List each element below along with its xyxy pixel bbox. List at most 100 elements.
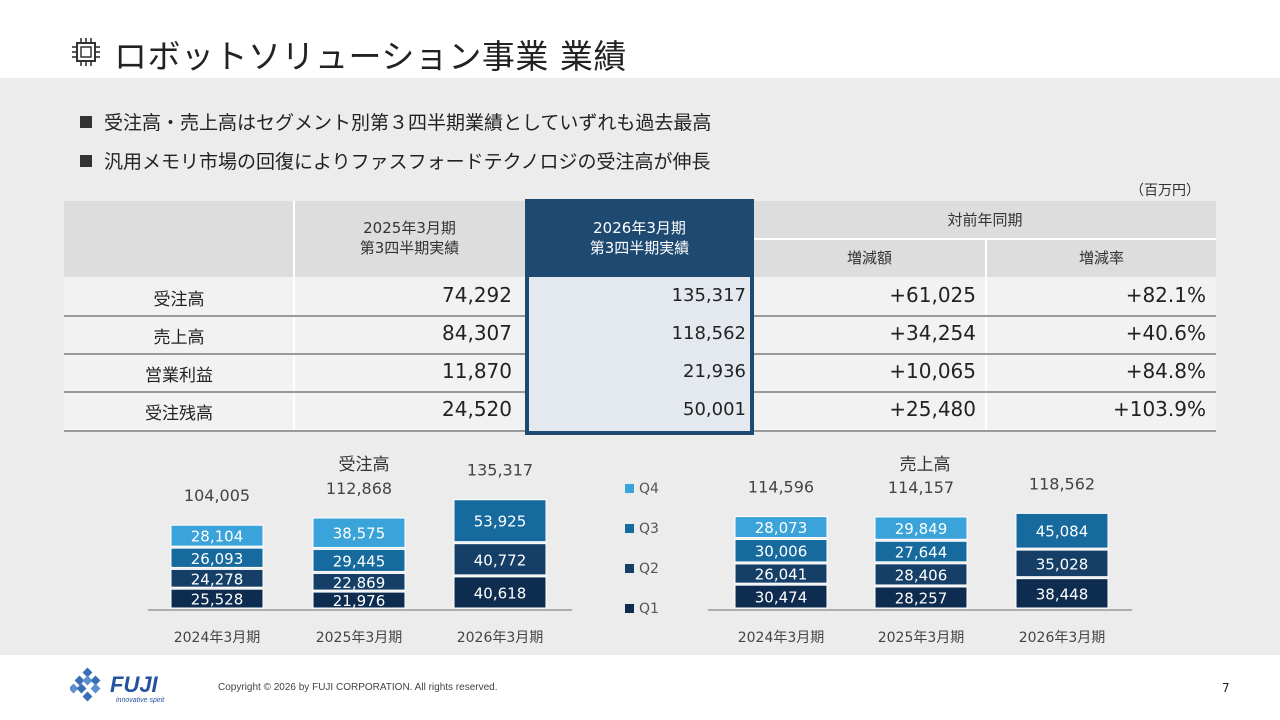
bar-segment-q2 [312, 572, 406, 591]
page-number: 7 [1222, 681, 1230, 695]
unit-label: （百万円） [1130, 183, 1200, 199]
bar-segment-q1 [1015, 578, 1109, 609]
bar-segment-q3 [453, 499, 547, 543]
cell-prev: 74,292 [442, 283, 512, 307]
bar-segment-q3 [874, 540, 968, 563]
bar-value-label: 22,869 [333, 574, 386, 592]
cell-change: +61,025 [889, 283, 976, 307]
legend-label: Q3 [639, 521, 659, 537]
chart-title: 受注高 [339, 455, 390, 475]
legend-swatch-q4 [625, 484, 634, 493]
bar-value-label: 28,406 [895, 566, 948, 584]
bar-value-label: 28,104 [191, 528, 244, 546]
cell-rate: +40.6% [1125, 321, 1206, 345]
table-divider [754, 238, 1216, 240]
bar-value-label: 45,084 [1036, 523, 1089, 541]
column-header-yoy: 対前年同期 [947, 211, 1023, 229]
bar-segment-q4 [734, 516, 828, 538]
bar-value-label: 35,028 [1036, 555, 1089, 573]
bar-value-label: 28,073 [755, 519, 808, 537]
bar-segment-q2 [1015, 549, 1109, 578]
chip-icon [72, 38, 100, 66]
legend-label: Q2 [639, 561, 659, 577]
cell-prev: 84,307 [442, 321, 512, 345]
bar-segment-q2 [734, 563, 828, 584]
copyright-text: Copyright © 2026 by FUJI CORPORATION. Al… [218, 682, 498, 693]
x-tick-label: 2024年3月期 [174, 630, 261, 646]
bar-total-label: 112,868 [326, 479, 392, 498]
column-header-prev: 2025年3月期 第3四半期実績 [359, 219, 460, 257]
bar-segment-q2 [170, 568, 264, 588]
column-header-curr: 2026年3月期 第3四半期実績 [589, 219, 690, 257]
column-header-rate: 増減率 [1078, 249, 1124, 267]
cell-curr: 21,936 [683, 361, 746, 382]
cell-rate: +103.9% [1112, 397, 1206, 421]
bar-value-label: 38,448 [1036, 585, 1089, 603]
bar-total-label: 114,596 [748, 478, 814, 497]
column-header-change: 増減額 [846, 249, 892, 267]
row-label: 受注残高 [145, 404, 213, 424]
bar-segment-q3 [312, 548, 406, 572]
bar-total-label: 135,317 [467, 461, 533, 480]
cell-change: +25,480 [889, 397, 976, 421]
row-label: 受注高 [153, 290, 205, 310]
bar-segment-q3 [734, 538, 828, 563]
bullet-item: 受注高・売上高はセグメント別第３四半期業績としていずれも過去最高 [80, 108, 711, 135]
bar-segment-q4 [312, 517, 406, 548]
cell-prev: 24,520 [442, 397, 512, 421]
bar-segment-q3 [170, 547, 264, 568]
legend-swatch-q2 [625, 564, 634, 573]
bar-value-label: 29,445 [333, 552, 386, 570]
cell-prev: 11,870 [442, 359, 512, 383]
cell-curr: 118,562 [671, 323, 746, 344]
bar-segment-q1 [453, 576, 547, 609]
legend-label: Q4 [639, 481, 659, 497]
x-tick-label: 2026年3月期 [1019, 630, 1106, 646]
svg-text:innovative spirit: innovative spirit [116, 697, 165, 704]
x-tick-label: 2024年3月期 [738, 630, 825, 646]
bar-value-label: 38,575 [333, 525, 386, 543]
bullet-item: 汎用メモリ市場の回復によりファスフォードテクノロジの受注高が伸長 [80, 147, 710, 174]
bullet-text: 受注高・売上高はセグメント別第３四半期業績としていずれも過去最高 [104, 112, 712, 134]
bar-value-label: 40,772 [474, 551, 527, 569]
bullet-square-icon [80, 116, 92, 128]
highlight-column-header [529, 203, 750, 277]
cell-rate: +84.8% [1125, 359, 1206, 383]
bar-segment-q1 [170, 588, 264, 609]
bar-segment-q4 [170, 524, 264, 547]
bar-value-label: 26,093 [191, 550, 244, 568]
bullet-square-icon [80, 155, 92, 167]
bar-value-label: 28,257 [895, 589, 948, 607]
highlight-column-frame [525, 199, 754, 435]
bar-total-label: 118,562 [1029, 474, 1095, 493]
bar-value-label: 26,041 [755, 566, 808, 584]
bar-segment-q2 [874, 563, 968, 586]
bar-value-label: 30,006 [755, 543, 808, 561]
title-bar [0, 0, 1280, 78]
legend-swatch-q3 [625, 524, 634, 533]
bar-segment-q1 [312, 591, 406, 609]
bar-segment-q2 [453, 543, 547, 576]
bar-segment-q1 [874, 586, 968, 609]
cell-change: +10,065 [889, 359, 976, 383]
bar-segment-q3 [1015, 512, 1109, 549]
bar-value-label: 27,644 [895, 544, 948, 562]
row-label: 営業利益 [145, 366, 213, 386]
bar-segment-q4 [874, 516, 968, 540]
bar-value-label: 24,278 [191, 570, 244, 588]
bar-value-label: 30,474 [755, 589, 808, 607]
bar-value-label: 53,925 [474, 513, 527, 531]
cell-curr: 135,317 [671, 285, 746, 306]
bar-segment-q1 [734, 584, 828, 609]
chart-title: 売上高 [900, 455, 951, 475]
legend-swatch-q1 [625, 604, 634, 613]
x-tick-label: 2025年3月期 [316, 630, 403, 646]
svg-text:FUJI: FUJI [110, 672, 159, 697]
cell-curr: 50,001 [683, 399, 746, 420]
page-title: ロボットソリューション事業 業績 [114, 37, 627, 76]
bar-value-label: 29,849 [895, 520, 948, 538]
bar-value-label: 40,618 [474, 584, 527, 602]
fuji-logo: FUJI innovative spirit [70, 667, 165, 704]
bar-value-label: 25,528 [191, 591, 244, 609]
